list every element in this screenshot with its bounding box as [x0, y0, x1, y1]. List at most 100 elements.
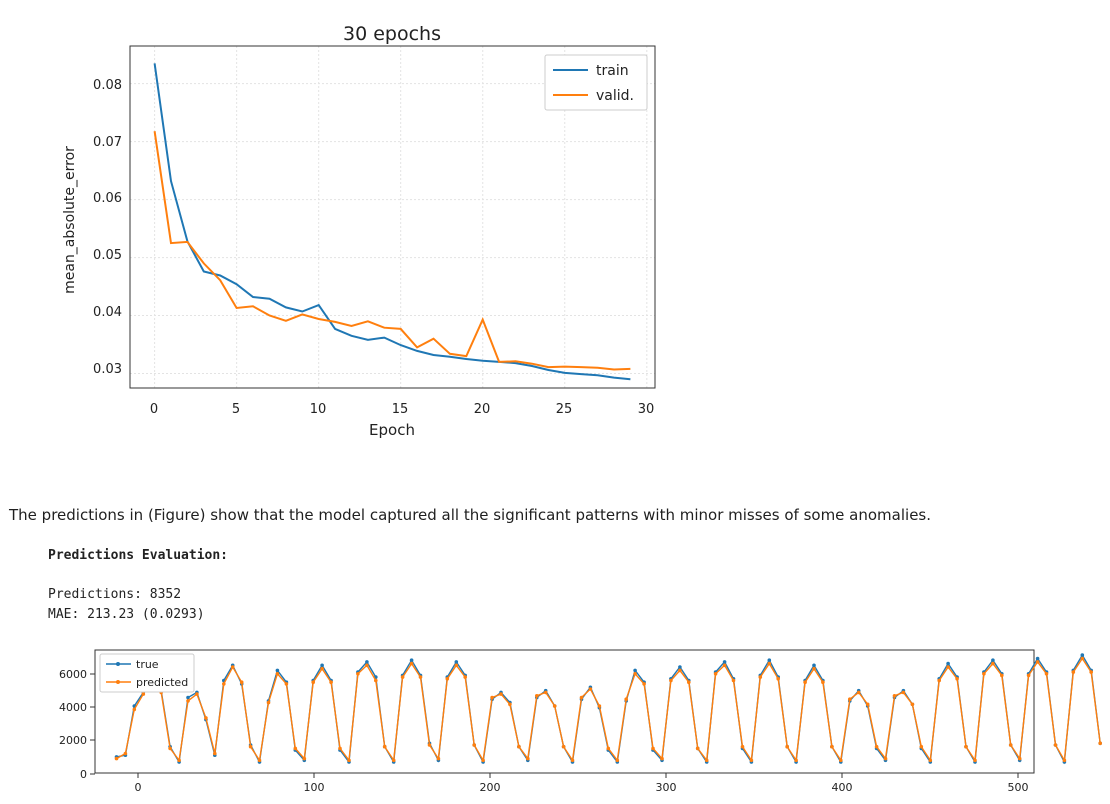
predicted-point — [382, 744, 387, 749]
x-tick-label: 20 — [474, 402, 491, 417]
predicted-point — [901, 690, 906, 695]
predicted-point — [490, 695, 494, 700]
predicted-point — [669, 678, 673, 683]
y-tick-label: 2000 — [59, 734, 87, 747]
x-tick-label: 200 — [480, 781, 501, 794]
predicted-line — [116, 657, 1101, 763]
predictions-chart: 0 2000 4000 6000 0 100 200 300 400 500 t… — [59, 649, 1102, 794]
predicted-point — [883, 756, 888, 761]
predicted-point — [660, 756, 664, 761]
x-tick-label: 0 — [135, 781, 142, 794]
x-tick-label: 30 — [638, 402, 655, 417]
predicted-point — [704, 758, 709, 763]
predicted-point — [463, 675, 468, 679]
predicted-point — [481, 758, 485, 763]
predicted-point — [830, 744, 834, 749]
mae-value: MAE: 213.23 (0.0293) — [48, 607, 205, 622]
predicted-point — [695, 746, 700, 751]
predicted-point — [740, 744, 745, 749]
y-tick-label: 0 — [80, 768, 87, 781]
predicted-point — [874, 744, 879, 749]
predicted-point — [1017, 756, 1022, 761]
predicted-point — [910, 702, 915, 707]
y-axis-ticks: 0.03 0.04 0.05 0.06 0.07 0.08 — [93, 78, 122, 377]
predicted-point — [964, 744, 968, 749]
predicted-point — [347, 758, 351, 763]
x-tick-label: 25 — [556, 402, 573, 417]
predicted-point — [982, 672, 986, 676]
x-tick-label: 400 — [832, 781, 853, 794]
training-history-chart: 30 epochs 0.03 0.04 0.05 0.06 0.07 0.08 … — [62, 23, 656, 439]
predicted-point — [687, 680, 691, 684]
predicted-point — [508, 702, 512, 707]
predicted-point — [937, 678, 941, 683]
x-tick-label: 10 — [310, 402, 327, 417]
predicted-point — [722, 663, 727, 668]
y-tick-label: 0.06 — [93, 191, 122, 206]
y-tick-label: 6000 — [59, 668, 87, 681]
predicted-point — [123, 751, 128, 756]
predicted-point — [543, 690, 548, 695]
predicted-point — [919, 744, 924, 749]
predicted-point — [454, 663, 459, 668]
predicted-point — [1000, 673, 1004, 678]
true-point — [767, 658, 772, 662]
y-tick-label: 0.07 — [93, 135, 122, 150]
predicted-point — [266, 700, 271, 705]
predicted-point — [633, 672, 637, 676]
predicted-point — [1044, 672, 1049, 676]
x-axis-label: Epoch — [369, 421, 415, 439]
x-axis-ticks: 0 5 10 15 20 25 30 — [150, 402, 654, 417]
predicted-point — [973, 758, 977, 763]
predicted-point — [239, 680, 244, 684]
predicted-point — [177, 758, 181, 763]
true-point — [812, 663, 816, 668]
predicted-point — [946, 665, 950, 669]
predicted-point — [588, 687, 593, 691]
predicted-point — [535, 694, 539, 698]
predicted-point — [803, 680, 807, 684]
true-point — [991, 658, 995, 662]
valid-series-line — [153, 131, 631, 371]
predicted-point — [320, 666, 324, 671]
predicted-point — [1098, 741, 1102, 746]
x-tick-label: 5 — [232, 402, 240, 417]
legend-box — [544, 54, 648, 111]
y-tick-label: 0.05 — [93, 248, 122, 263]
predicted-point — [427, 743, 432, 747]
true-point — [722, 660, 727, 664]
x-tick-label: 15 — [392, 402, 409, 417]
legend-label-valid: valid. — [596, 88, 634, 104]
predicted-point — [1089, 670, 1093, 674]
y-tick-label: 0.08 — [93, 78, 122, 93]
x-axis-ticks: 0 100 200 300 400 500 — [135, 773, 1029, 794]
y-axis-ticks: 0 2000 4000 6000 — [59, 668, 95, 781]
predicted-point — [749, 758, 754, 763]
evaluation-heading: Predictions Evaluation: — [48, 548, 229, 563]
chart-title: 30 epochs — [343, 23, 441, 45]
predicted-point — [955, 677, 959, 681]
predicted-point — [615, 758, 620, 763]
true-point — [365, 660, 369, 664]
predicted-point — [812, 666, 816, 671]
predicted-point — [856, 690, 861, 695]
predicted-point — [624, 697, 628, 701]
predicted-point — [311, 680, 316, 684]
predicted-point — [731, 678, 736, 683]
true-point — [1080, 653, 1085, 657]
predicted-point — [302, 756, 307, 761]
predicted-point — [651, 746, 655, 751]
predicted-point — [356, 672, 360, 676]
predicted-point — [785, 744, 789, 749]
predicted-point — [374, 678, 378, 683]
true-point — [409, 658, 414, 662]
legend: true predicted — [99, 653, 195, 693]
predicted-point — [1035, 660, 1040, 664]
x-tick-label: 500 — [1008, 781, 1029, 794]
legend: train valid. — [544, 54, 648, 111]
predicted-point — [794, 758, 798, 763]
description-paragraph: The predictions in (Figure) show that th… — [9, 506, 932, 524]
predicted-point — [409, 661, 414, 666]
predicted-point — [1008, 743, 1013, 747]
predicted-point — [168, 746, 172, 751]
